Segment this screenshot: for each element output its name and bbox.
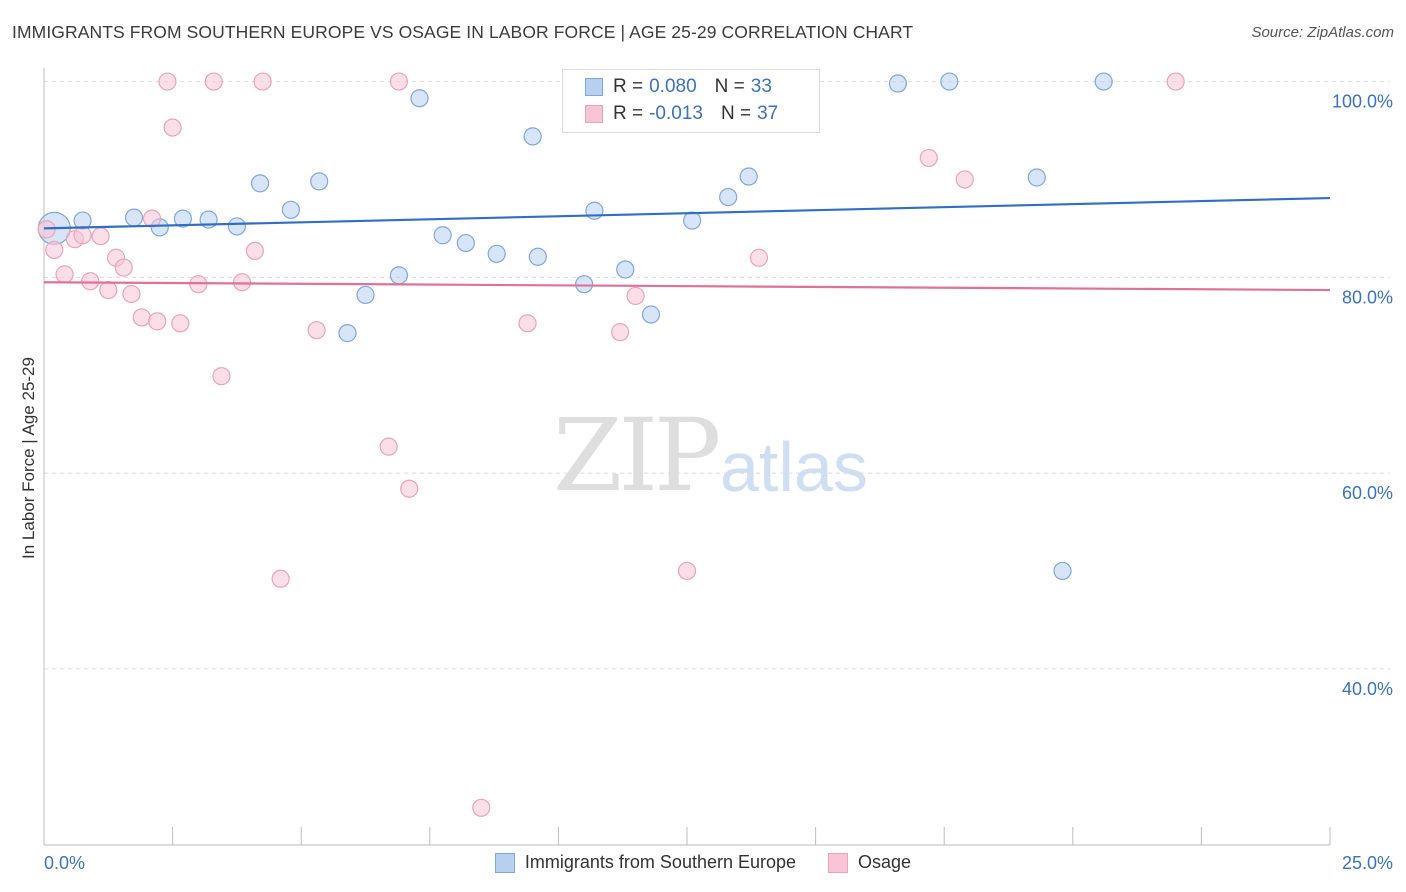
data-point-pink [158, 72, 177, 91]
data-point-blue [1094, 72, 1113, 91]
data-point-pink [73, 226, 92, 245]
trend-line-pink [43, 281, 1331, 292]
legend-row-pink: R = -0.013 N = 37 [585, 101, 778, 127]
legend-n-label: N = [714, 76, 745, 97]
series-label-pink: Osage [858, 852, 912, 872]
data-point-blue [585, 201, 604, 220]
data-point-pink [163, 118, 182, 137]
legend-r-value: -0.013 [649, 103, 703, 124]
data-point-blue [739, 167, 758, 186]
legend-r-label: R = [613, 76, 644, 97]
data-point-pink [253, 72, 272, 91]
series-swatch-blue [494, 852, 515, 873]
legend-r-label: R = [613, 103, 644, 124]
y-tick-label: 100.0% [1332, 92, 1393, 112]
chart-title: IMMIGRANTS FROM SOUTHERN EUROPE VS OSAGE… [12, 22, 914, 42]
data-point-blue [940, 72, 959, 91]
data-point-pink [919, 148, 938, 168]
watermark-atlas: atlas [720, 428, 868, 506]
correlation-legend: R = 0.080 N = 33 R = -0.013 N = 37 [562, 69, 820, 133]
data-point-blue [250, 174, 270, 193]
data-point-pink [132, 308, 151, 327]
data-point-blue [227, 217, 246, 236]
data-point-pink [749, 248, 769, 267]
data-point-blue [1053, 561, 1072, 581]
y-tick-label: 80.0% [1342, 287, 1393, 307]
data-point-blue [528, 247, 547, 266]
data-point-blue [616, 260, 635, 279]
legend-n-value: 37 [757, 103, 779, 124]
data-point-pink [400, 479, 419, 498]
y-tick-label: 40.0% [1342, 679, 1393, 699]
watermark-zip: ZIP [553, 397, 721, 514]
data-point-blue [523, 127, 542, 146]
data-point-pink [122, 284, 141, 304]
data-point-pink [91, 227, 110, 246]
data-point-pink [271, 569, 290, 588]
data-point-pink [611, 323, 630, 342]
legend-swatch-pink [585, 105, 603, 123]
legend-swatch-blue [585, 78, 603, 96]
data-point-blue [433, 226, 452, 245]
data-point-pink [245, 241, 265, 260]
data-point-pink [114, 258, 133, 277]
data-point-pink [232, 273, 252, 292]
data-point-pink [389, 72, 409, 91]
y-tick-label: 60.0% [1342, 483, 1393, 503]
data-point-blue [719, 187, 738, 207]
data-point-blue [338, 324, 357, 343]
series-legend-item-blue: Immigrants from Southern Europe [494, 852, 797, 873]
data-point-blue [281, 200, 301, 219]
data-point-pink [379, 437, 398, 456]
data-point-pink [1166, 72, 1185, 91]
data-point-blue [487, 244, 506, 263]
data-point-blue [456, 233, 475, 253]
data-point-blue [1027, 168, 1046, 187]
data-point-pink [212, 367, 231, 386]
legend-row-blue: R = 0.080 N = 33 [585, 74, 772, 100]
series-label-blue: Immigrants from Southern Europe [524, 852, 797, 872]
data-point-blue [410, 89, 429, 108]
data-point-pink [307, 321, 326, 340]
data-point-pink [204, 72, 223, 91]
data-point-pink [171, 314, 190, 333]
data-point-pink [81, 272, 100, 291]
data-point-blue [124, 208, 144, 227]
data-point-blue [173, 209, 192, 228]
x-tick-label: 0.0% [44, 853, 85, 873]
data-point-blue [683, 211, 702, 230]
data-point-pink [677, 561, 697, 581]
data-point-pink [148, 312, 167, 331]
series-legend-item-pink: Osage [828, 852, 911, 873]
source-label: Source: ZipAtlas.com [1251, 24, 1394, 41]
data-point-pink [45, 240, 64, 260]
x-tick-label: 25.0% [1342, 853, 1393, 873]
data-point-pink [55, 265, 74, 284]
legend-n-label: N = [720, 103, 752, 124]
data-point-pink [472, 798, 491, 817]
data-point-blue [575, 275, 594, 294]
y-axis-label: In Labor Force | Age 25-29 [19, 357, 38, 559]
data-point-blue [310, 172, 329, 191]
data-point-blue [641, 305, 661, 324]
series-swatch-pink [828, 852, 849, 873]
data-point-blue [356, 285, 375, 305]
data-point-pink [626, 286, 645, 306]
data-point-pink [99, 280, 118, 300]
legend-r-value: 0.080 [649, 76, 697, 97]
data-point-pink [955, 170, 974, 189]
legend-n-value: 33 [750, 76, 772, 97]
data-point-blue [888, 74, 908, 93]
data-point-pink [518, 314, 537, 333]
trend-line-blue [43, 196, 1331, 230]
data-point-pink [142, 209, 162, 228]
series-legend: Immigrants from Southern Europe Osage [0, 852, 1406, 873]
data-point-blue [389, 266, 409, 285]
